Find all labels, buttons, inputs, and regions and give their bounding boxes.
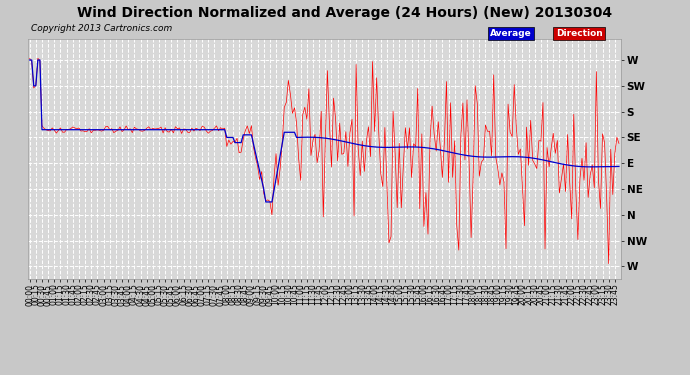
Text: Copyright 2013 Cartronics.com: Copyright 2013 Cartronics.com	[31, 24, 172, 33]
Text: Direction: Direction	[555, 29, 602, 38]
Text: Average: Average	[491, 29, 532, 38]
Text: Wind Direction Normalized and Average (24 Hours) (New) 20130304: Wind Direction Normalized and Average (2…	[77, 6, 613, 20]
